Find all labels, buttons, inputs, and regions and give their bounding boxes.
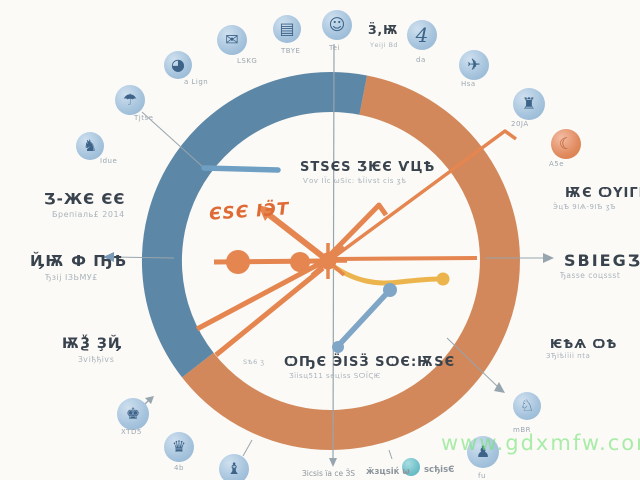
node-caption: Tjtse xyxy=(134,114,154,122)
spoke-lower-left-b xyxy=(214,266,325,357)
label-left-bottom: ѬѮ ҘҊ xyxy=(62,336,123,352)
node-caption: LSKG xyxy=(237,57,258,65)
blue-end-dot-upper xyxy=(383,283,397,297)
node-caption: Hsa xyxy=(461,80,476,88)
node-glyph: ◕ xyxy=(171,55,185,74)
label-top-small: Ӟ,Ѭ xyxy=(368,23,399,37)
node-glyph: ▤ xyxy=(279,19,295,38)
node-caption: fu xyxy=(478,472,486,480)
right-callout-arrowhead xyxy=(543,253,554,263)
node-glyph: ♛ xyxy=(171,437,187,456)
node-icon: ♜ xyxy=(513,88,545,120)
label-bottom-row-a: Зісѕіѕ їа се ӞЅ xyxy=(302,469,356,478)
node-icon: ♛ xyxy=(164,432,194,462)
node-glyph: ♜ xyxy=(521,94,537,113)
node-glyph: ♝ xyxy=(226,459,242,478)
ring-segment-orange xyxy=(182,75,520,450)
label-top-small-sub: Үеіјі Вd xyxy=(370,41,399,49)
label-top-center: ЅТЅЄЅ ӠѤЄ ѴЦѢ xyxy=(300,160,436,175)
label-right-mid: ЅВІЕGӠ xyxy=(564,251,640,270)
small-arrowhead xyxy=(145,396,154,404)
node-icon: ☺ xyxy=(322,10,352,40)
bottom-node-connector xyxy=(242,439,253,457)
node-icon: ✉ xyxy=(217,25,247,55)
blue-end-dot-lower xyxy=(332,341,344,353)
node-icon: ♝ xyxy=(219,454,249,480)
label-right-low-sub: ЗЂіѣіїіі пtа xyxy=(546,352,591,360)
node-glyph: ♞ xyxy=(82,136,98,155)
node-caption: 20JA xyxy=(511,120,529,128)
label-bottom-tick: ЅѢ6 ӡ xyxy=(243,358,265,366)
node-icon: ♟ xyxy=(467,436,499,468)
label-bottom-center-sub: Ӡїіѕц511 ѕеціѕѕ ЅѺЇҀѤ xyxy=(289,372,381,380)
lower-right-arrowhead xyxy=(494,382,505,393)
node-glyph: ♟ xyxy=(475,442,491,461)
node-icon: ♘ xyxy=(513,392,541,420)
label-bottom-row-b: ӝзцѕіќ ѡ xyxy=(366,467,410,477)
node-icon: ◕ xyxy=(164,51,192,79)
hub-icon xyxy=(319,252,337,270)
label-left-bottom-sub: Зѵіђђіѵѕ xyxy=(78,355,115,364)
spoke-upper-right-long xyxy=(332,129,518,259)
left-callout-arrowhead xyxy=(103,252,114,262)
label-right-top: ѬЄ ѺҮІГІЄ xyxy=(565,186,640,201)
node-glyph: ♚ xyxy=(125,404,141,423)
node-glyph: 4 xyxy=(415,23,429,47)
node-icon: ▤ xyxy=(273,15,301,43)
label-right-low: ѤѢѦ ѺѢ xyxy=(550,337,618,351)
blue-pointer-bar xyxy=(201,165,281,173)
node-caption: da xyxy=(416,56,426,64)
tiny-tick-line xyxy=(388,449,393,460)
node-glyph: ☂ xyxy=(122,90,138,109)
vertical-axis-arrowhead xyxy=(329,458,337,467)
left-callout-line xyxy=(107,256,175,259)
node-glyph: ✈ xyxy=(467,55,481,74)
node-icon: 4 xyxy=(407,20,437,50)
label-left-top-sub: Брепіаль£ 2014 xyxy=(52,210,125,219)
ring-segment-blue xyxy=(141,71,367,378)
node-caption: XTD5 xyxy=(121,428,142,436)
node-caption: a Lign xyxy=(184,78,209,86)
label-right-mid-sub: Ђаѕѕе соцѕѕѕt xyxy=(560,271,621,280)
node-icon: ♚ xyxy=(117,398,149,430)
spoke-upper-right-short xyxy=(328,202,389,257)
node-caption: TBYE xyxy=(281,47,301,55)
node-caption: Idue xyxy=(100,157,118,165)
node-icon xyxy=(402,458,420,476)
node-connector-line xyxy=(141,111,205,169)
node-caption: 4b xyxy=(174,464,184,472)
node-glyph: ✉ xyxy=(225,30,239,49)
spoke-lower-left-a xyxy=(195,260,323,332)
spoke-upper-left-arrowhead xyxy=(258,205,274,221)
label-left-mid: ҊѬ Ф ҦѢ xyxy=(30,252,127,270)
lower-right-callout-line xyxy=(446,337,499,388)
watermark: www.gdxmfw.com xyxy=(441,431,640,455)
node-caption: Tei xyxy=(329,44,340,52)
label-left-mid-sub: Ђзіј ІЗЬМУ£ xyxy=(45,273,98,282)
node-caption: A5e xyxy=(549,160,565,168)
node-glyph: ☾ xyxy=(558,134,574,153)
node-glyph: ☺ xyxy=(328,15,346,34)
spoke-blue-diagonal xyxy=(335,289,392,348)
label-bottom-center: ѺҦЄ ӬІЅӞ ЅѺЄ:ѬЅЄ xyxy=(284,355,456,370)
label-left-top: Ӡ-ЖЄ ЄЄ xyxy=(44,190,126,208)
label-top-center-sub: Ѵоѵ ІЇс ѡЅіс: ѣЇіѵѕt сіѕ ӡѣ xyxy=(303,177,407,185)
spoke-left-dot-small xyxy=(290,252,310,272)
node-icon: ♞ xyxy=(76,132,104,160)
node-caption: mBR xyxy=(513,426,531,434)
spoke-left-dot-large xyxy=(226,250,250,274)
node-icon: ☂ xyxy=(115,85,145,115)
spoke-right xyxy=(333,256,478,261)
node-icon: ☾ xyxy=(551,129,581,159)
node-icon: ✈ xyxy=(459,50,489,80)
label-right-top-sub: ӬцѢ 9ІѦ-9ІѢ ӡѢ xyxy=(553,203,617,211)
yellow-end-dot xyxy=(436,272,450,286)
label-bottom-row-c: ѕсђіѕЄ xyxy=(424,465,455,475)
node-glyph: ♘ xyxy=(519,396,535,415)
spoke-yellow-curve xyxy=(331,263,440,286)
